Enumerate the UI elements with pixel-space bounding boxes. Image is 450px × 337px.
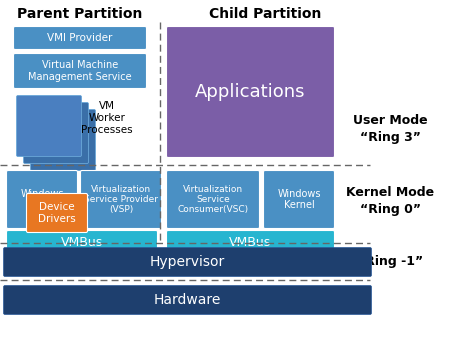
Text: VMBus: VMBus xyxy=(61,237,103,249)
FancyBboxPatch shape xyxy=(14,27,147,50)
Text: Hypervisor: Hypervisor xyxy=(150,255,225,269)
Text: VMI Provider: VMI Provider xyxy=(47,33,113,43)
Text: Virtualization
Service Provider
(VSP): Virtualization Service Provider (VSP) xyxy=(84,185,158,214)
FancyBboxPatch shape xyxy=(6,231,158,255)
FancyBboxPatch shape xyxy=(166,231,334,255)
FancyBboxPatch shape xyxy=(4,247,372,276)
FancyBboxPatch shape xyxy=(23,102,89,163)
FancyBboxPatch shape xyxy=(6,171,77,228)
Text: Child Partition: Child Partition xyxy=(209,7,321,21)
Text: Device
Drivers: Device Drivers xyxy=(38,202,76,224)
Text: “Ring 3”: “Ring 3” xyxy=(360,130,420,144)
Text: Applications: Applications xyxy=(195,83,306,101)
FancyBboxPatch shape xyxy=(17,95,81,156)
FancyBboxPatch shape xyxy=(166,27,334,157)
Text: Parent Partition: Parent Partition xyxy=(17,7,143,21)
Text: Virtual Machine
Management Service: Virtual Machine Management Service xyxy=(28,60,132,82)
Text: VM
Worker
Processes: VM Worker Processes xyxy=(81,101,133,134)
Text: “Ring 0”: “Ring 0” xyxy=(360,203,420,215)
FancyBboxPatch shape xyxy=(14,54,147,89)
FancyBboxPatch shape xyxy=(31,110,95,171)
FancyBboxPatch shape xyxy=(264,171,334,228)
FancyBboxPatch shape xyxy=(166,171,260,228)
Text: Kernel Mode: Kernel Mode xyxy=(346,185,434,198)
Text: VMBus: VMBus xyxy=(230,237,272,249)
Text: “Ring -1”: “Ring -1” xyxy=(357,254,423,268)
FancyBboxPatch shape xyxy=(27,193,87,233)
Text: Windows
Kernel: Windows Kernel xyxy=(20,189,64,210)
Text: Virtualization
Service
Consumer(VSC): Virtualization Service Consumer(VSC) xyxy=(177,185,248,214)
Text: User Mode: User Mode xyxy=(353,114,428,126)
Text: Windows
Kernel: Windows Kernel xyxy=(277,189,321,210)
FancyBboxPatch shape xyxy=(4,285,372,314)
Text: Hardware: Hardware xyxy=(154,293,221,307)
FancyBboxPatch shape xyxy=(81,171,162,228)
